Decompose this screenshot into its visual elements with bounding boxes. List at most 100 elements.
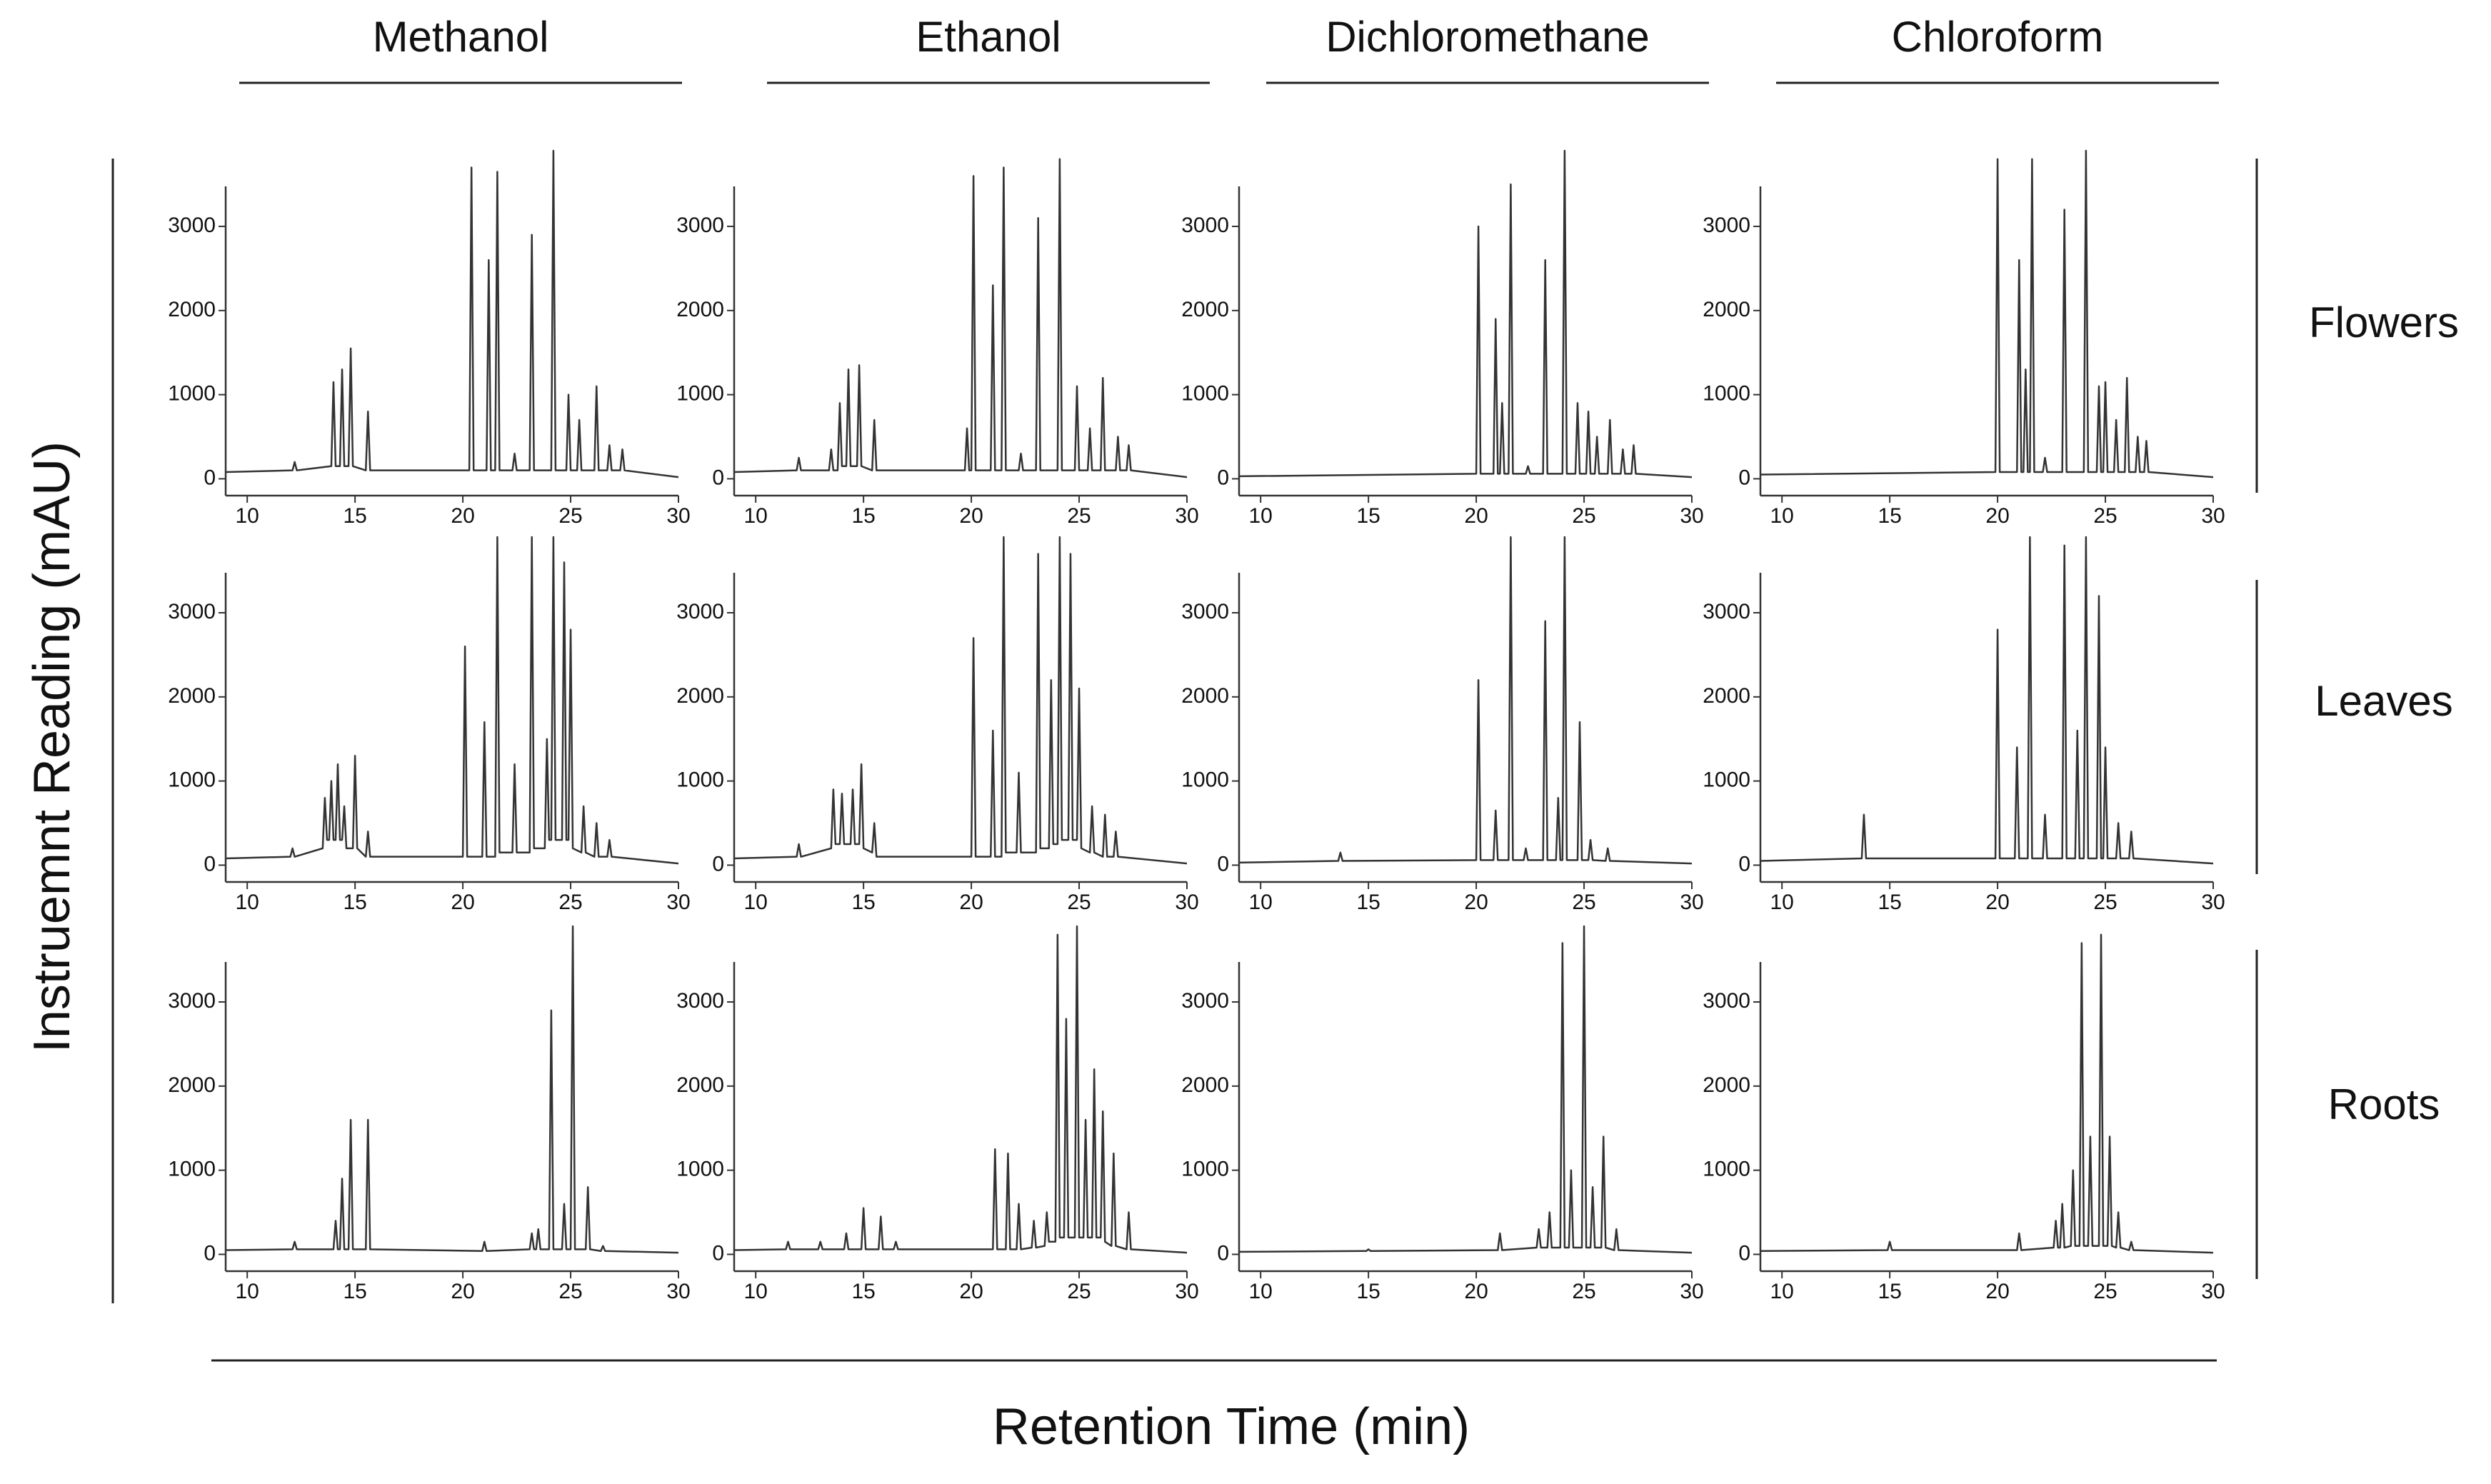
y-tick-label: 1000	[676, 382, 724, 406]
y-tick-label: 1000	[168, 382, 216, 406]
chromatogram-line	[1760, 536, 2214, 865]
x-tick-label: 15	[851, 891, 875, 914]
y-tick-label: 2000	[1703, 1073, 1750, 1097]
x-tick-label: 10	[744, 504, 768, 528]
x-tick-label: 30	[1680, 891, 1703, 914]
y-tick-label: 2000	[1703, 298, 1750, 321]
x-tick-label: 25	[2093, 504, 2117, 528]
x-tick-label: 25	[1572, 1280, 1595, 1303]
column-title: Methanol	[373, 13, 549, 61]
y-tick-label: 3000	[1703, 989, 1750, 1013]
x-tick-label: 30	[666, 504, 690, 528]
x-tick-label: 20	[1985, 1280, 2009, 1303]
x-tick-label: 10	[1249, 504, 1273, 528]
x-tick-label: 25	[1067, 1280, 1091, 1303]
y-tick-label: 3000	[676, 989, 724, 1013]
x-tick-label: 15	[343, 504, 366, 528]
column-title: Chloroform	[1892, 13, 2104, 61]
x-tick-label: 30	[2201, 891, 2225, 914]
column-title: Dichloromethane	[1325, 13, 1650, 61]
x-tick-label: 10	[744, 891, 768, 914]
y-tick-label: 1000	[676, 768, 724, 792]
x-tick-label: 20	[1464, 504, 1488, 528]
x-tick-label: 25	[1067, 504, 1091, 528]
y-tick-label: 0	[1217, 1241, 1229, 1265]
row-label: Leaves	[2315, 677, 2452, 725]
chromatogram-line	[225, 925, 679, 1254]
y-tick-label: 2000	[676, 1073, 724, 1097]
x-tick-label: 25	[558, 891, 582, 914]
x-tick-label: 25	[558, 1280, 582, 1303]
x-tick-label: 10	[236, 891, 259, 914]
x-tick-label: 25	[1067, 891, 1091, 914]
x-tick-label: 20	[959, 504, 983, 528]
x-tick-label: 10	[1770, 1280, 1794, 1303]
chromatogram-line	[1238, 925, 1693, 1254]
y-tick-label: 0	[204, 1241, 216, 1265]
y-tick-label: 3000	[168, 600, 216, 623]
chromatogram-line	[733, 536, 1188, 865]
y-axis-title: Instruemnt Reading (mAU)	[24, 441, 81, 1053]
y-tick-label: 1000	[1703, 1158, 1750, 1181]
chromatogram-line	[1760, 149, 2214, 478]
x-tick-label: 20	[959, 891, 983, 914]
y-tick-label: 1000	[1181, 768, 1229, 792]
chromatogram-line	[733, 925, 1188, 1254]
x-tick-label: 25	[558, 504, 582, 528]
x-tick-label: 10	[236, 1280, 259, 1303]
x-tick-label: 25	[1572, 504, 1595, 528]
x-tick-label: 30	[1175, 891, 1198, 914]
y-tick-label: 0	[204, 466, 216, 489]
y-tick-label: 3000	[1181, 989, 1229, 1013]
column-title: Ethanol	[916, 13, 1061, 61]
x-tick-label: 25	[1572, 891, 1595, 914]
y-tick-label: 0	[1217, 852, 1229, 876]
x-tick-label: 30	[666, 891, 690, 914]
chromatogram-line	[225, 536, 679, 865]
chromatogram-line	[225, 149, 679, 478]
x-tick-label: 10	[1249, 1280, 1273, 1303]
x-tick-label: 15	[343, 891, 366, 914]
x-axis-title: Retention Time (min)	[993, 1398, 1470, 1455]
x-tick-label: 25	[2093, 891, 2117, 914]
x-tick-label: 30	[1680, 504, 1703, 528]
x-tick-label: 10	[1770, 891, 1794, 914]
y-tick-label: 0	[712, 852, 724, 876]
y-tick-label: 2000	[168, 1073, 216, 1097]
y-tick-label: 0	[1738, 852, 1750, 876]
chromatogram-line	[1760, 933, 2214, 1254]
y-tick-label: 0	[1738, 1241, 1750, 1265]
x-tick-label: 30	[2201, 1280, 2225, 1303]
x-tick-label: 30	[1175, 1280, 1198, 1303]
x-tick-label: 30	[666, 1280, 690, 1303]
x-tick-label: 20	[451, 891, 474, 914]
y-tick-label: 0	[204, 852, 216, 876]
x-tick-label: 20	[451, 504, 474, 528]
row-label: Flowers	[2309, 299, 2459, 346]
x-tick-label: 20	[451, 1280, 474, 1303]
x-tick-label: 30	[1680, 1280, 1703, 1303]
y-tick-label: 3000	[1181, 214, 1229, 237]
x-tick-label: 15	[1878, 891, 1901, 914]
x-tick-label: 10	[236, 504, 259, 528]
x-tick-label: 25	[2093, 1280, 2117, 1303]
y-tick-label: 2000	[1181, 684, 1229, 708]
y-tick-label: 3000	[1703, 214, 1750, 237]
y-tick-label: 3000	[168, 214, 216, 237]
y-tick-label: 1000	[168, 768, 216, 792]
y-tick-label: 1000	[676, 1158, 724, 1181]
y-tick-label: 3000	[168, 989, 216, 1013]
x-tick-label: 20	[1985, 504, 2009, 528]
y-tick-label: 0	[712, 466, 724, 489]
chromatogram-line	[1238, 149, 1693, 478]
x-tick-label: 20	[1985, 891, 2009, 914]
y-tick-label: 0	[1217, 466, 1229, 489]
y-tick-label: 2000	[1703, 684, 1750, 708]
y-tick-label: 1000	[1703, 382, 1750, 406]
y-tick-label: 1000	[168, 1158, 216, 1181]
x-tick-label: 30	[1175, 504, 1198, 528]
y-tick-label: 1000	[1703, 768, 1750, 792]
x-tick-label: 20	[959, 1280, 983, 1303]
y-tick-label: 2000	[1181, 1073, 1229, 1097]
